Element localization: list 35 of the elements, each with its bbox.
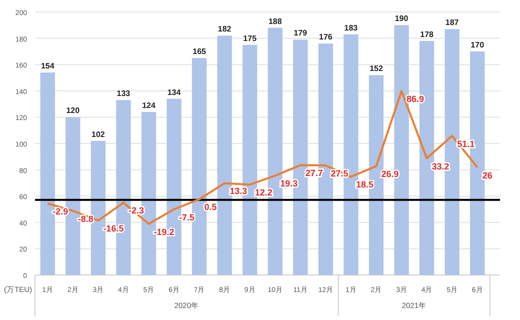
data-label: 188 [268, 16, 282, 26]
data-label: 178 [420, 30, 434, 39]
data-label: 134 [167, 88, 182, 97]
data-label: 19.3 [280, 178, 298, 189]
data-label: 165 [192, 47, 207, 56]
data-label: 183 [344, 23, 358, 32]
data-label: 187 [445, 18, 460, 28]
data-label: 33.2 [432, 161, 450, 172]
bar [40, 72, 55, 275]
data-label: 12.2 [254, 188, 272, 198]
data-label: 190 [394, 14, 409, 24]
data-label: 18.5 [356, 180, 374, 190]
data-label: 120 [66, 106, 80, 116]
data-label: -16.5 [103, 224, 124, 234]
bar [217, 36, 232, 275]
data-label: 152 [370, 64, 384, 74]
data-label: 26 [482, 170, 492, 180]
data-label: 13.3 [230, 186, 248, 196]
data-label: 182 [218, 24, 232, 34]
data-label: 170 [470, 40, 485, 50]
data-label: 179 [294, 28, 308, 38]
data-label: 154 [40, 61, 55, 70]
data-label: -2.9 [52, 206, 68, 216]
data-label: 0.5 [204, 202, 217, 212]
data-label: -19.2 [154, 226, 174, 237]
data-label: 176 [319, 32, 333, 42]
data-label: 124 [142, 100, 156, 110]
data-label: -7.5 [179, 212, 195, 222]
data-label: 133 [116, 89, 131, 98]
data-label: 86.9 [406, 94, 424, 104]
data-label: 102 [92, 130, 106, 139]
data-label: 175 [243, 34, 258, 43]
data-label: -8.8 [78, 214, 94, 224]
data-label: 26.9 [381, 169, 399, 180]
data-label: 27.7 [305, 168, 323, 178]
